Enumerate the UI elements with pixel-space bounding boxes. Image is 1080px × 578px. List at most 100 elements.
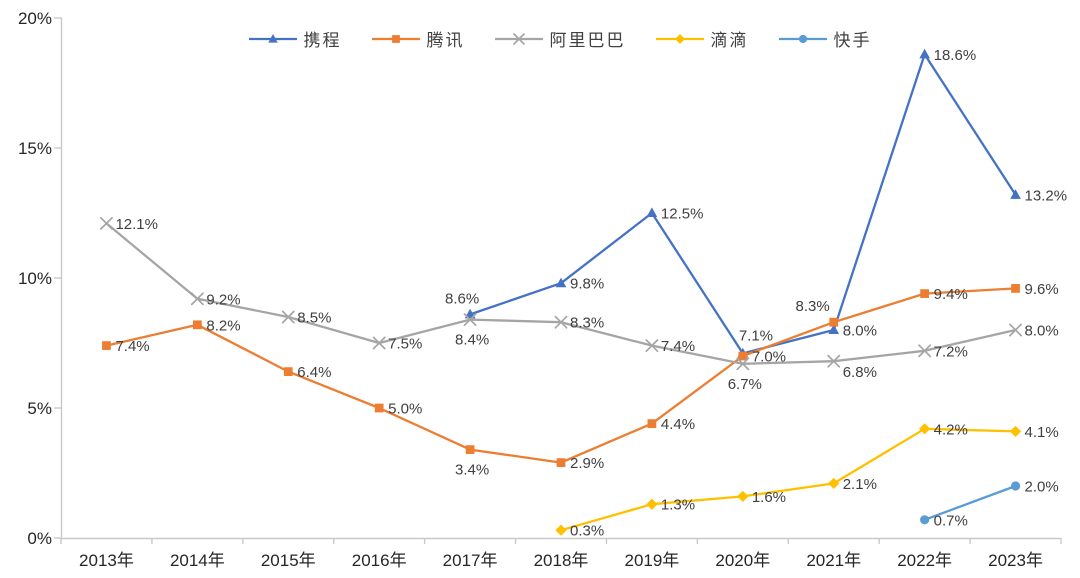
legend-marker-icon [248, 33, 297, 43]
marker-滴滴-2019年 [646, 498, 658, 510]
marker-阿里巴巴-2014年 [190, 292, 204, 306]
marker-阿里巴巴-2013年 [100, 216, 113, 230]
marker-腾讯-2023年 [1011, 284, 1020, 293]
legend-marker-icon [778, 34, 827, 43]
marker-滴滴-2023年 [1009, 425, 1022, 437]
legend-marker-icon [371, 34, 420, 43]
data-label-阿里巴巴-2017年: 8.4% [455, 332, 489, 349]
x-tick-label: 2014年 [170, 551, 225, 570]
x-tick-label: 2022年 [897, 551, 952, 570]
marker-阿里巴巴-2020年 [736, 357, 750, 371]
data-label-阿里巴巴-2020年: 6.7% [728, 376, 762, 393]
data-label-腾讯-2018年: 2.9% [570, 455, 604, 472]
marker-腾讯-2017年 [465, 445, 475, 454]
x-tick-label: 2013年 [79, 551, 134, 570]
x-tick-label: 2015年 [261, 551, 316, 570]
marker-腾讯-2018年 [556, 458, 566, 467]
marker-腾讯-2019年 [647, 419, 657, 428]
data-label-腾讯-2016年: 5.0% [388, 401, 422, 418]
data-label-阿里巴巴-2013年: 12.1% [115, 216, 158, 233]
data-label-携程-2021年: 8.0% [843, 323, 877, 340]
marker-腾讯-2022年 [920, 289, 930, 298]
y-tick-label: 10% [18, 269, 52, 288]
data-label-阿里巴巴-2021年: 6.8% [843, 364, 877, 381]
marker-滴滴-2020年 [737, 490, 749, 502]
data-label-阿里巴巴-2019年: 7.4% [661, 338, 695, 355]
marker-阿里巴巴-2023年 [1009, 323, 1022, 337]
data-label-快手-2022年: 0.7% [934, 512, 968, 529]
marker-阿里巴巴-2015年 [281, 310, 295, 324]
marker-阿里巴巴-2016年 [372, 336, 386, 350]
marker-阿里巴巴-2017年 [463, 313, 477, 327]
data-label-滴滴-2018年: 0.3% [570, 523, 604, 540]
data-label-携程-2018年: 9.8% [570, 276, 604, 293]
legend-marker-icon [655, 33, 704, 44]
series-line-携程 [469, 53, 1017, 355]
data-label-携程-2020年: 7.1% [739, 327, 773, 344]
series-line-快手 [924, 484, 1016, 521]
series-line-腾讯 [106, 287, 1016, 464]
data-label-阿里巴巴-2022年: 7.2% [934, 343, 968, 360]
marker-滴滴-2021年 [828, 477, 840, 489]
marker-携程-2022年 [919, 48, 930, 59]
marker-阿里巴巴-2021年 [827, 354, 841, 368]
data-label-滴滴-2023年: 4.1% [1025, 424, 1059, 441]
series-line-滴滴 [560, 427, 1016, 532]
series-line-阿里巴巴 [105, 222, 1016, 365]
data-label-携程-2023年: 13.2% [1025, 187, 1068, 204]
data-label-携程-2022年: 18.6% [934, 47, 977, 64]
data-label-阿里巴巴-2016年: 7.5% [388, 336, 422, 353]
data-label-携程-2019年: 12.5% [661, 206, 704, 223]
marker-腾讯-2015年 [283, 367, 293, 376]
legend-item-阿里巴巴: 阿里巴巴 [494, 26, 626, 51]
legend-label: 滴滴 [710, 31, 749, 50]
data-label-阿里巴巴-2023年: 8.0% [1025, 323, 1059, 340]
legend-label: 腾讯 [426, 31, 465, 50]
marker-快手-2023年 [1010, 481, 1021, 491]
legend-item-滴滴: 滴滴 [655, 26, 749, 51]
data-label-腾讯-2021年: 8.3% [796, 298, 830, 315]
legend-label: 快手 [833, 31, 872, 50]
data-label-腾讯-2017年: 3.4% [455, 462, 489, 479]
chart-legend: 携程 腾讯 阿里巴巴 滴滴 快手 [60, 26, 1060, 51]
x-tick-label: 2020年 [715, 551, 770, 570]
marker-腾讯-2014年 [192, 320, 202, 330]
data-label-滴滴-2022年: 4.2% [934, 421, 968, 438]
y-tick-label: 5% [27, 399, 52, 418]
data-label-腾讯-2014年: 8.2% [206, 317, 240, 334]
data-label-快手-2023年: 2.0% [1025, 479, 1059, 496]
y-tick-label: 15% [18, 139, 52, 158]
marker-滴滴-2022年 [919, 423, 931, 435]
marker-阿里巴巴-2022年 [918, 344, 932, 358]
x-tick-label: 2016年 [352, 551, 407, 570]
data-label-腾讯-2019年: 4.4% [661, 416, 695, 433]
marker-携程-2021年 [828, 324, 840, 335]
data-label-腾讯-2022年: 9.4% [934, 286, 968, 303]
marker-腾讯-2013年 [102, 341, 111, 350]
x-tick-label: 2018年 [534, 551, 589, 570]
data-label-滴滴-2021年: 2.1% [843, 476, 877, 493]
data-label-腾讯-2023年: 9.6% [1025, 281, 1059, 298]
x-tick-label: 2017年 [443, 551, 498, 570]
data-label-腾讯-2013年: 7.4% [115, 338, 149, 355]
y-tick-label: 20% [18, 9, 52, 28]
legend-marker-icon [494, 32, 543, 45]
x-tick-label: 2021年 [806, 551, 861, 570]
data-label-阿里巴巴-2015年: 8.5% [297, 310, 331, 327]
marker-腾讯-2020年 [738, 351, 748, 361]
marker-阿里巴巴-2018年 [554, 315, 568, 329]
legend-label: 携程 [303, 31, 342, 50]
data-label-携程-2017年: 8.6% [445, 290, 479, 307]
data-label-滴滴-2019年: 1.3% [661, 497, 695, 514]
marker-携程-2023年 [1010, 189, 1021, 199]
x-tick-label: 2019年 [624, 551, 679, 570]
data-label-阿里巴巴-2014年: 9.2% [206, 291, 240, 308]
legend-item-携程: 携程 [248, 26, 342, 51]
legend-item-腾讯: 腾讯 [371, 26, 465, 51]
marker-阿里巴巴-2019年 [645, 339, 659, 353]
marker-滴滴-2018年 [555, 524, 567, 536]
data-label-滴滴-2020年: 1.6% [752, 489, 786, 506]
marker-快手-2022年 [920, 515, 930, 525]
